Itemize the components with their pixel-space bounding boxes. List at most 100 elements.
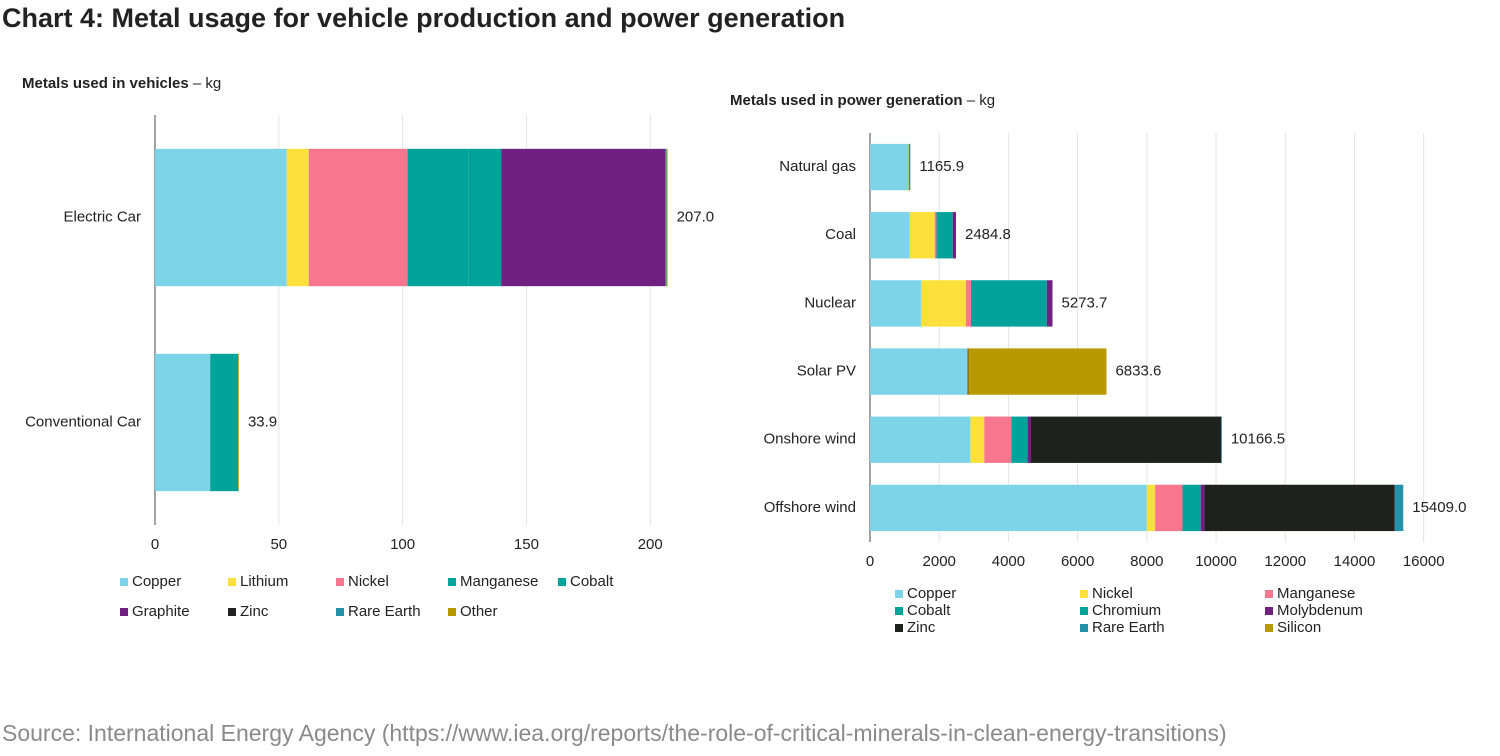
bar-segment — [870, 280, 921, 326]
total-label: 207.0 — [677, 208, 715, 225]
x-tick-label: 16000 — [1403, 553, 1445, 570]
bar-segment — [1155, 485, 1182, 531]
legend-label: Rare Earth — [1092, 619, 1165, 636]
chart-title: Metals used in vehicles – kg — [22, 75, 221, 92]
x-tick-label: 0 — [866, 553, 874, 570]
bar-segment — [966, 280, 971, 326]
x-tick-label: 4000 — [992, 553, 1025, 570]
x-tick-label: 150 — [514, 536, 539, 553]
legend-swatch — [1080, 607, 1088, 615]
legend-label: Manganese — [460, 573, 538, 590]
bar-segment — [984, 417, 1011, 463]
bar-segment — [953, 212, 956, 258]
bar-segment — [909, 144, 911, 190]
legend-swatch — [1080, 624, 1088, 632]
legend-swatch — [120, 578, 128, 586]
bar-segment — [908, 144, 909, 190]
y-tick-label: Natural gas — [779, 158, 856, 175]
total-label: 10166.5 — [1231, 431, 1285, 448]
legend-label: Silicon — [1277, 619, 1321, 636]
bar-segment — [665, 149, 666, 286]
y-tick-label: Coal — [825, 226, 856, 243]
y-tick-label: Electric Car — [63, 208, 141, 225]
bar-segment — [968, 348, 969, 394]
bar-segment — [1028, 417, 1031, 463]
legend-label: Chromium — [1092, 602, 1161, 619]
y-tick-label: Nuclear — [804, 294, 856, 311]
bar-segment — [155, 149, 287, 286]
legend-swatch — [895, 590, 903, 598]
x-tick-label: 10000 — [1195, 553, 1237, 570]
bar-segment — [238, 354, 239, 491]
bar-segment — [1201, 485, 1205, 531]
x-tick-label: 50 — [270, 536, 287, 553]
bar-segment — [1204, 485, 1394, 531]
legend-swatch — [228, 608, 236, 616]
chart-title-main: Metals used in vehicles — [22, 75, 189, 92]
legend-swatch — [336, 578, 344, 586]
legend-label: Copper — [907, 585, 956, 602]
x-tick-label: 8000 — [1130, 553, 1163, 570]
chart-title-main: Metals used in power generation — [730, 92, 963, 109]
legend-label: Zinc — [240, 603, 269, 620]
legend-swatch — [448, 608, 456, 616]
legend-swatch — [1265, 590, 1273, 598]
legend-label: Copper — [132, 573, 181, 590]
total-label: 33.9 — [248, 413, 277, 430]
bar-segment — [936, 212, 952, 258]
legend-swatch — [1265, 607, 1273, 615]
legend-swatch — [895, 624, 903, 632]
total-label: 5273.7 — [1062, 294, 1108, 311]
bar-segment — [1147, 485, 1155, 531]
y-tick-label: Solar PV — [797, 363, 856, 380]
bar-segment — [468, 149, 501, 286]
legend-label: Other — [460, 603, 498, 620]
legend-label: Nickel — [348, 573, 389, 590]
bar-segment — [870, 417, 970, 463]
bar-segment — [870, 485, 1147, 531]
chart-title-unit: – kg — [963, 92, 996, 109]
y-tick-label: Conventional Car — [25, 413, 141, 430]
legend-label: Zinc — [907, 619, 936, 636]
bar-segment — [1182, 485, 1200, 531]
legend-label: Molybdenum — [1277, 602, 1363, 619]
total-label: 1165.9 — [919, 158, 964, 175]
legend-swatch — [895, 607, 903, 615]
y-tick-label: Onshore wind — [763, 431, 856, 448]
legend-swatch — [228, 578, 236, 586]
x-tick-label: 0 — [151, 536, 159, 553]
bar-segment — [870, 212, 910, 258]
total-label: 6833.6 — [1115, 363, 1161, 380]
x-tick-label: 2000 — [923, 553, 956, 570]
legend-swatch — [1265, 624, 1273, 632]
x-tick-label: 14000 — [1334, 553, 1376, 570]
legend-label: Rare Earth — [348, 603, 421, 620]
source: Source: International Energy Agency (htt… — [2, 720, 1227, 746]
bar-segment — [210, 354, 238, 491]
bar-segment — [1031, 417, 1221, 463]
bar-segment — [921, 280, 966, 326]
bar-segment — [155, 354, 210, 491]
bar-segment — [935, 212, 937, 258]
legend-swatch — [120, 608, 128, 616]
bar-segment — [1011, 417, 1027, 463]
x-tick-label: 12000 — [1264, 553, 1306, 570]
bar-segment — [287, 149, 309, 286]
chart-title: Metals used in power generation – kg — [730, 92, 995, 109]
legend-label: Lithium — [240, 573, 288, 590]
chart-title-unit: – kg — [189, 75, 222, 92]
bar-segment — [910, 212, 935, 258]
bar-segment — [970, 417, 984, 463]
total-label: 15409.0 — [1412, 499, 1466, 516]
legend-label: Cobalt — [570, 573, 614, 590]
bar-segment — [309, 149, 408, 286]
bar-segment — [667, 149, 668, 286]
legend-label: Nickel — [1092, 585, 1133, 602]
legend-swatch — [1080, 590, 1088, 598]
legend-swatch — [336, 608, 344, 616]
legend-label: Cobalt — [907, 602, 951, 619]
total-label: 2484.8 — [965, 226, 1011, 243]
x-tick-label: 6000 — [1061, 553, 1094, 570]
bar-segment — [408, 149, 469, 286]
